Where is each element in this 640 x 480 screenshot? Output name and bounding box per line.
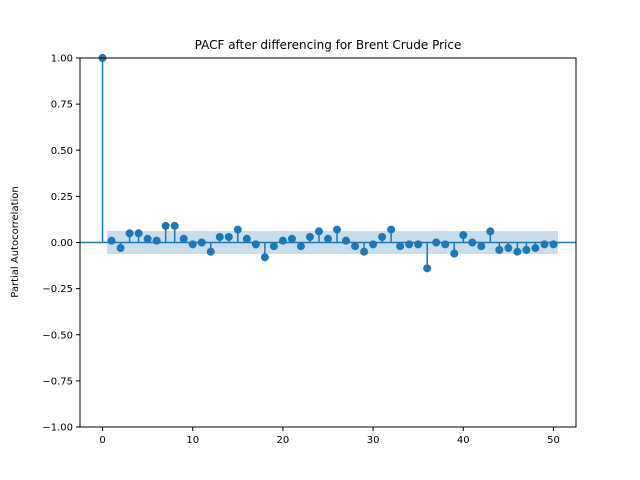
stem-marker-lag-9	[179, 234, 188, 243]
stem-marker-lag-20	[278, 236, 287, 245]
y-tick-label-8: −1.00	[42, 423, 73, 434]
y-tick-label-6: −0.50	[42, 330, 73, 341]
stem-marker-lag-11	[197, 238, 206, 247]
stem-marker-lag-21	[287, 234, 296, 243]
stem-marker-lag-26	[333, 225, 342, 234]
stem-marker-lag-46	[513, 247, 522, 256]
stem-marker-lag-2	[116, 244, 125, 253]
y-tick-label-5: −0.25	[42, 284, 73, 295]
stem-marker-lag-33	[396, 242, 405, 251]
chart-title: PACF after differencing for Brent Crude …	[195, 38, 462, 52]
stem-marker-lag-7	[161, 221, 170, 230]
stem-marker-lag-47	[522, 245, 531, 254]
stem-marker-lag-14	[224, 232, 233, 241]
stem-marker-lag-6	[152, 236, 161, 245]
stem-marker-lag-49	[540, 240, 549, 249]
y-tick-label-7: −0.75	[42, 376, 73, 387]
stem-marker-lag-28	[351, 242, 360, 251]
x-tick-label-50: 50	[547, 435, 560, 446]
plot-area: 0 10 20 30 40 50 1.00 0.75 0.50 0.25 0.00 −0.25 −0.5…	[42, 54, 577, 446]
stem-marker-lag-24	[314, 227, 323, 236]
x-tick-label-20: 20	[277, 435, 290, 446]
stem-marker-lag-18	[260, 253, 269, 262]
stem-marker-lag-13	[215, 232, 224, 241]
stem-marker-lag-4	[134, 229, 143, 238]
stem-marker-lag-39	[450, 249, 459, 258]
stem-marker-lag-17	[251, 240, 260, 249]
x-tick-label-30: 30	[367, 435, 380, 446]
stem-marker-lag-35	[414, 240, 423, 249]
stem-marker-lag-37	[432, 238, 441, 247]
stem-marker-lag-5	[143, 234, 152, 243]
stem-marker-lag-34	[405, 240, 414, 249]
stem-marker-lag-50	[549, 240, 558, 249]
stem-marker-lag-32	[387, 225, 396, 234]
y-tick-label-3: 0.25	[51, 192, 73, 203]
stem-marker-lag-10	[188, 240, 197, 249]
y-axis-label: Partial Autocorrelation	[10, 186, 21, 297]
stem-marker-lag-3	[125, 229, 134, 238]
stem-marker-lag-43	[486, 227, 495, 236]
stem-marker-lag-16	[242, 234, 251, 243]
stem-marker-lag-36	[423, 264, 432, 273]
stem-marker-lag-41	[468, 238, 477, 247]
stem-marker-lag-42	[477, 242, 486, 251]
stem-marker-lag-23	[305, 232, 314, 241]
stem-marker-lag-22	[296, 242, 305, 251]
stem-marker-lag-40	[459, 231, 468, 240]
stem-marker-lag-1	[107, 236, 116, 245]
stem-marker-lag-38	[441, 240, 450, 249]
stem-marker-lag-12	[206, 247, 215, 256]
stem-marker-lag-27	[342, 236, 351, 245]
stem-marker-lag-19	[269, 242, 278, 251]
x-tick-label-10: 10	[186, 435, 199, 446]
y-tick-label-2: 0.50	[51, 146, 73, 157]
stem-marker-lag-44	[495, 245, 504, 254]
y-tick-label-0: 1.00	[51, 54, 73, 65]
stem-marker-lag-29	[360, 247, 369, 256]
stem-marker-lag-30	[369, 240, 378, 249]
stem-marker-lag-45	[504, 244, 513, 253]
stem-marker-lag-31	[378, 232, 387, 241]
x-tick-label-0: 0	[99, 435, 105, 446]
stem-marker-lag-48	[531, 244, 540, 253]
stem-marker-lag-25	[324, 234, 332, 243]
y-tick-label-4: 0.00	[51, 238, 73, 249]
y-tick-label-1: 0.75	[51, 100, 73, 111]
stem-marker-lag-8	[170, 221, 179, 230]
stem-marker-lag-15	[233, 225, 242, 234]
x-tick-label-40: 40	[457, 435, 470, 446]
